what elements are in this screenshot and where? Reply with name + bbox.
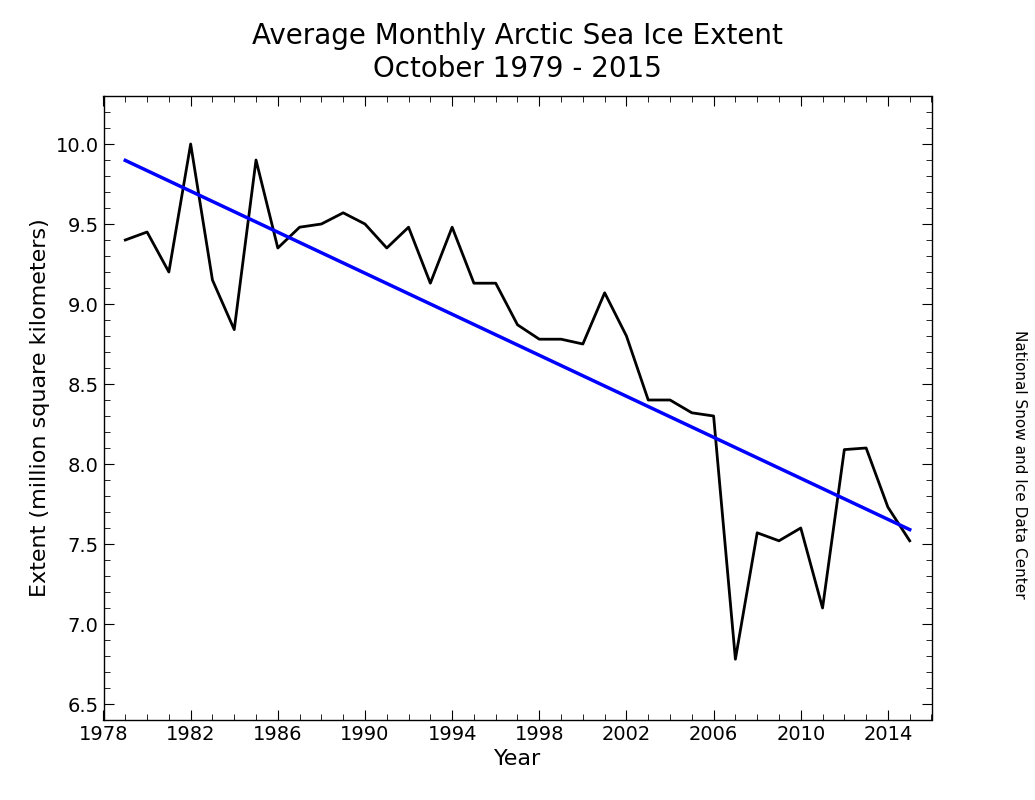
X-axis label: Year: Year bbox=[494, 750, 541, 770]
Y-axis label: Extent (million square kilometers): Extent (million square kilometers) bbox=[30, 218, 50, 598]
Text: National Snow and Ice Data Center: National Snow and Ice Data Center bbox=[1012, 330, 1027, 598]
Title: Average Monthly Arctic Sea Ice Extent
October 1979 - 2015: Average Monthly Arctic Sea Ice Extent Oc… bbox=[253, 22, 782, 82]
